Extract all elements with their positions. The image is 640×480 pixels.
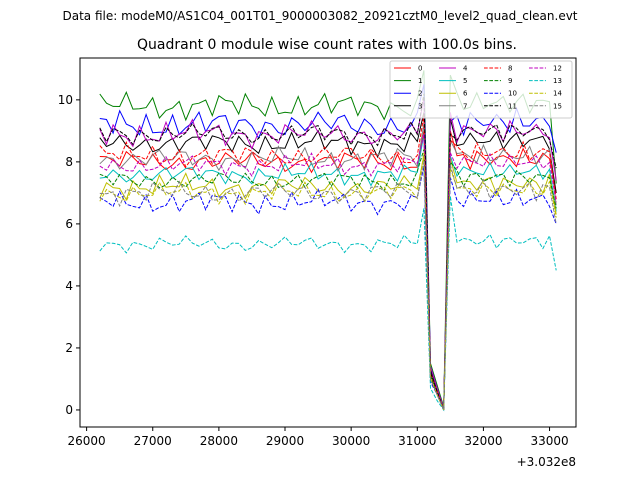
y-tick-label: 8 <box>65 155 73 169</box>
legend-label: 8 <box>508 65 512 73</box>
series-line-2 <box>99 84 557 409</box>
series-line-14 <box>99 152 557 411</box>
x-tick-label: 29000 <box>266 434 304 448</box>
y-tick-label: 0 <box>65 403 73 417</box>
legend-label: 3 <box>418 102 422 110</box>
legend-label: 13 <box>553 77 562 85</box>
series-line-15 <box>99 161 557 411</box>
series-line-0 <box>99 130 557 409</box>
y-tick-label: 6 <box>65 217 73 231</box>
chart-title: Quadrant 0 module wise count rates with … <box>137 37 517 53</box>
x-tick-label: 28000 <box>200 434 238 448</box>
legend-label: 7 <box>463 102 467 110</box>
legend-label: 10 <box>508 90 517 98</box>
x-tick-label: 31000 <box>398 434 436 448</box>
plot-frame <box>79 57 577 428</box>
legend-label: 1 <box>418 77 422 85</box>
x-offset-label: +3.032e8 <box>517 455 576 469</box>
x-tick-label: 32000 <box>464 434 502 448</box>
series-line-1 <box>99 70 557 407</box>
x-axis: 26000 27000 28000 29000 30000 31000 32000 33000 <box>68 427 569 448</box>
legend-label: 0 <box>418 65 422 73</box>
series-line-10 <box>99 166 557 411</box>
legend-label: 11 <box>508 102 517 110</box>
legend-label: 9 <box>508 77 512 85</box>
y-tick-label: 2 <box>65 341 73 355</box>
legend-label: 4 <box>463 65 468 73</box>
y-axis: 0 2 4 6 8 10 <box>58 93 80 417</box>
series-line-13 <box>99 195 557 412</box>
y-tick-label: 10 <box>58 93 73 107</box>
series-line-9 <box>99 149 557 411</box>
chart-suptitle: Data file: modeM0/AS1C04_001T01_90000030… <box>62 9 577 23</box>
x-tick-label: 27000 <box>134 434 172 448</box>
x-tick-label: 26000 <box>68 434 106 448</box>
y-tick-label: 4 <box>65 279 73 293</box>
legend-label: 15 <box>553 102 562 110</box>
plot-lines <box>99 70 557 412</box>
legend-label: 12 <box>553 65 562 73</box>
legend-label: 14 <box>553 90 562 98</box>
legend-frame <box>389 60 573 119</box>
series-line-12 <box>99 133 557 411</box>
series-line-3 <box>99 112 557 411</box>
legend-label: 2 <box>418 90 422 98</box>
x-tick-label: 30000 <box>332 434 370 448</box>
series-line-11 <box>99 93 557 411</box>
legend-label: 6 <box>463 90 468 98</box>
series-line-7 <box>99 123 557 411</box>
x-tick-label: 33000 <box>530 434 568 448</box>
legend-label: 5 <box>463 77 467 85</box>
series-line-5 <box>99 133 557 411</box>
series-line-8 <box>99 115 557 411</box>
